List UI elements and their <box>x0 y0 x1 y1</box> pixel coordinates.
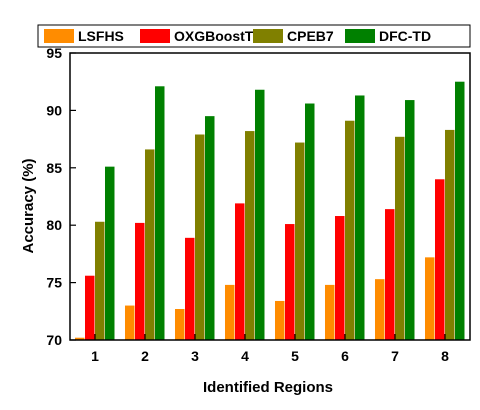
bar-cpeb7-region-6 <box>345 120 355 341</box>
y-tick-label: 95 <box>46 45 62 61</box>
bar-oxgboostt-region-1 <box>85 275 95 340</box>
x-tick-label: 8 <box>441 348 449 364</box>
bar-oxgboostt-region-6 <box>335 216 345 340</box>
bar-dfc-td-region-8 <box>455 81 465 340</box>
plot-frame <box>69 52 471 341</box>
y-tick-label: 80 <box>46 217 62 233</box>
bar-dfc-td-region-7 <box>405 100 415 341</box>
bar-oxgboostt-region-4 <box>235 203 245 340</box>
axes-group: 70 75 80 85 90 95 1 2 3 4 5 6 7 8 <box>46 45 471 364</box>
bar-oxgboostt-region-7 <box>385 209 395 340</box>
x-tick-label: 1 <box>91 348 99 364</box>
y-axis-label: Accuracy (%) <box>20 158 37 253</box>
x-tick-label: 5 <box>291 348 299 364</box>
bar-dfc-td-region-5 <box>305 103 315 341</box>
bars-group <box>75 81 465 341</box>
bar-cpeb7-region-7 <box>395 136 405 340</box>
x-tick-label: 4 <box>241 348 249 364</box>
bar-oxgboostt-region-3 <box>185 237 195 340</box>
bar-dfc-td-region-6 <box>355 95 365 340</box>
legend-label-cpeb7: CPEB7 <box>287 28 334 44</box>
bar-cpeb7-region-5 <box>295 142 305 340</box>
legend-swatch-dfc-td <box>345 29 375 43</box>
y-tick-label: 90 <box>46 102 62 118</box>
bar-lsfhs-region-8 <box>425 257 435 340</box>
y-tick-label: 70 <box>46 332 62 348</box>
legend-swatch-oxgboostt <box>140 29 170 43</box>
y-tick-label: 75 <box>46 275 62 291</box>
bar-oxgboostt-region-2 <box>135 222 145 340</box>
legend-label-lsfhs: LSFHS <box>78 28 124 44</box>
bar-cpeb7-region-3 <box>195 134 205 340</box>
bar-dfc-td-region-3 <box>205 116 215 340</box>
bar-lsfhs-region-6 <box>325 284 335 340</box>
x-axis-label: Identified Regions <box>203 379 333 396</box>
bar-dfc-td-region-2 <box>155 86 165 341</box>
bar-lsfhs-region-2 <box>125 305 135 340</box>
legend-label-dfc-td: DFC-TD <box>379 28 431 44</box>
x-tick-label: 3 <box>191 348 199 364</box>
legend-label-oxgboostt: OXGBoostT <box>174 28 254 44</box>
bar-oxgboostt-region-5 <box>285 224 295 340</box>
legend: LSFHS OXGBoostT CPEB7 DFC-TD <box>37 24 471 48</box>
bar-cpeb7-region-8 <box>445 129 455 340</box>
x-tick-label: 6 <box>341 348 349 364</box>
bar-cpeb7-region-4 <box>245 131 255 340</box>
bar-lsfhs-region-1 <box>75 337 85 340</box>
bar-oxgboostt-region-8 <box>435 179 445 340</box>
legend-swatch-lsfhs <box>44 29 74 43</box>
y-tick-label: 85 <box>46 160 62 176</box>
bar-lsfhs-region-4 <box>225 284 235 340</box>
x-tick-label: 7 <box>391 348 399 364</box>
bar-cpeb7-region-1 <box>95 221 105 340</box>
x-tick-label: 2 <box>141 348 149 364</box>
bar-dfc-td-region-4 <box>255 89 265 341</box>
bar-lsfhs-region-5 <box>275 300 285 340</box>
legend-swatch-cpeb7 <box>253 29 283 43</box>
bar-lsfhs-region-7 <box>375 279 385 340</box>
bar-lsfhs-region-3 <box>175 309 185 340</box>
bar-cpeb7-region-2 <box>145 149 155 340</box>
bar-dfc-td-region-1 <box>105 166 115 340</box>
